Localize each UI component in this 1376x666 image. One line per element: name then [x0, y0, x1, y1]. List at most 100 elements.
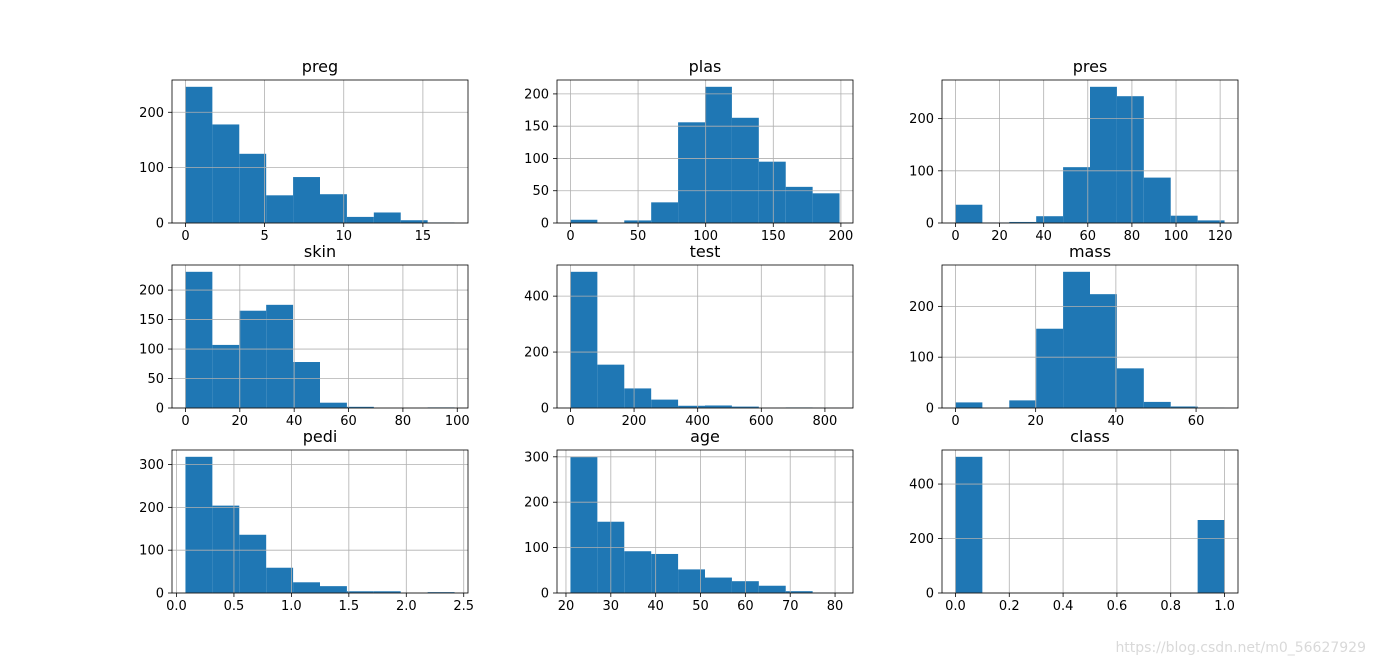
histogram-bar: [427, 592, 455, 593]
subplot-title: age: [690, 427, 720, 446]
x-tick-label: 0.0: [945, 599, 966, 614]
x-tick-label: 0: [951, 229, 959, 244]
x-tick-label: 0: [566, 414, 574, 429]
y-tick-label: 200: [139, 284, 164, 299]
histogram-bar: [1036, 216, 1064, 223]
histogram-bar: [239, 534, 267, 593]
subplot-mass: 0 20 40 60 0 100 200 mass: [909, 242, 1239, 429]
histogram-bar: [1090, 294, 1117, 408]
histogram-bar: [624, 388, 652, 408]
histogram-bar: [293, 362, 320, 408]
histogram-bar: [346, 216, 374, 223]
y-tick-label: 0: [926, 217, 934, 232]
histogram-bar: [212, 124, 240, 223]
histogram-bar: [320, 586, 347, 593]
x-tick-label: 150: [761, 229, 786, 244]
histogram-bar: [185, 271, 213, 408]
y-tick-label: 200: [524, 496, 549, 511]
histogram-bar: [185, 456, 213, 593]
x-tick-label: 30: [603, 599, 620, 614]
x-tick-label: 200: [622, 414, 647, 429]
y-tick-label: 0: [541, 217, 549, 232]
histogram-bar: [1143, 401, 1171, 408]
histogram-bar: [266, 195, 294, 223]
x-tick-label: 40: [1035, 229, 1052, 244]
histogram-bar: [651, 399, 679, 408]
x-tick-label: 120: [1208, 229, 1233, 244]
y-tick-label: 200: [909, 300, 934, 315]
x-tick-label: 10: [335, 229, 352, 244]
subplot-age: 20 30 40 50 60 70 80 0 100 200 300 age: [524, 427, 854, 614]
histogram-bar: [812, 193, 840, 223]
histogram-bar: [373, 212, 401, 223]
axes-frame: [171, 79, 469, 224]
x-tick-label: 60: [340, 414, 357, 429]
x-tick-label: 2.0: [396, 599, 417, 614]
axes-frame: [556, 264, 854, 409]
subplot-title: pres: [1073, 57, 1108, 76]
y-tick-label: 100: [139, 343, 164, 358]
x-tick-label: 80: [395, 414, 412, 429]
histogram-bar: [1063, 271, 1090, 408]
subplot-title: skin: [304, 242, 336, 261]
x-tick-label: 200: [828, 229, 853, 244]
histogram-bar: [1197, 520, 1225, 593]
x-tick-label: 20: [558, 599, 575, 614]
histogram-bar: [731, 117, 759, 223]
x-tick-label: 1.5: [338, 599, 359, 614]
histogram-bar: [731, 406, 759, 408]
y-tick-label: 300: [139, 458, 164, 473]
histogram-bar: [1009, 221, 1037, 223]
histogram-bar: [212, 344, 240, 408]
histogram-bar: [266, 567, 294, 593]
x-tick-label: 0.6: [1107, 599, 1128, 614]
y-tick-label: 200: [524, 87, 549, 102]
subplot-title: plas: [689, 57, 722, 76]
y-tick-label: 200: [139, 106, 164, 121]
axes-frame: [941, 449, 1239, 594]
histogram-bar: [955, 456, 983, 593]
histogram-bar: [678, 405, 705, 408]
y-tick-label: 400: [524, 290, 549, 305]
x-tick-label: 1.0: [281, 599, 302, 614]
x-tick-label: 20: [1027, 414, 1044, 429]
axes-frame: [171, 264, 469, 409]
y-tick-label: 0: [926, 402, 934, 417]
y-tick-label: 0: [541, 402, 549, 417]
subplot-test: 0 200 400 600 800 0 200 400 test: [524, 242, 854, 429]
y-tick-label: 100: [524, 152, 549, 167]
histogram-bar: [239, 310, 267, 408]
x-tick-label: 0.2: [999, 599, 1020, 614]
histogram-bar: [678, 122, 705, 223]
histogram-bar: [1116, 96, 1144, 223]
subplot-title: preg: [302, 57, 338, 76]
histogram-bar: [955, 204, 983, 223]
y-tick-label: 200: [139, 501, 164, 516]
histogram-bar: [346, 591, 374, 593]
x-tick-label: 0.8: [1160, 599, 1181, 614]
histogram-bar: [1116, 368, 1144, 408]
histogram-bar: [1009, 400, 1037, 408]
x-tick-label: 50: [630, 229, 647, 244]
subplot-plas: 0 50 100 150 200 0 50 100 150 200 plas: [524, 57, 854, 244]
axes-frame: [556, 79, 854, 224]
x-tick-label: 60: [737, 599, 754, 614]
histogram-bar: [373, 591, 401, 593]
histogram-bar: [785, 186, 813, 223]
x-tick-label: 1.0: [1214, 599, 1235, 614]
y-tick-label: 100: [524, 541, 549, 556]
y-tick-label: 100: [909, 164, 934, 179]
x-tick-label: 60: [1080, 229, 1097, 244]
y-tick-label: 100: [139, 161, 164, 176]
axes-frame: [171, 449, 469, 594]
x-tick-label: 40: [1108, 414, 1125, 429]
x-tick-label: 80: [1124, 229, 1141, 244]
histogram-bar: [185, 86, 213, 223]
y-tick-label: 50: [147, 372, 164, 387]
y-tick-label: 100: [139, 544, 164, 559]
y-tick-label: 200: [909, 532, 934, 547]
y-tick-label: 150: [139, 313, 164, 328]
histogram-bar: [239, 153, 267, 223]
x-tick-label: 2.5: [453, 599, 474, 614]
